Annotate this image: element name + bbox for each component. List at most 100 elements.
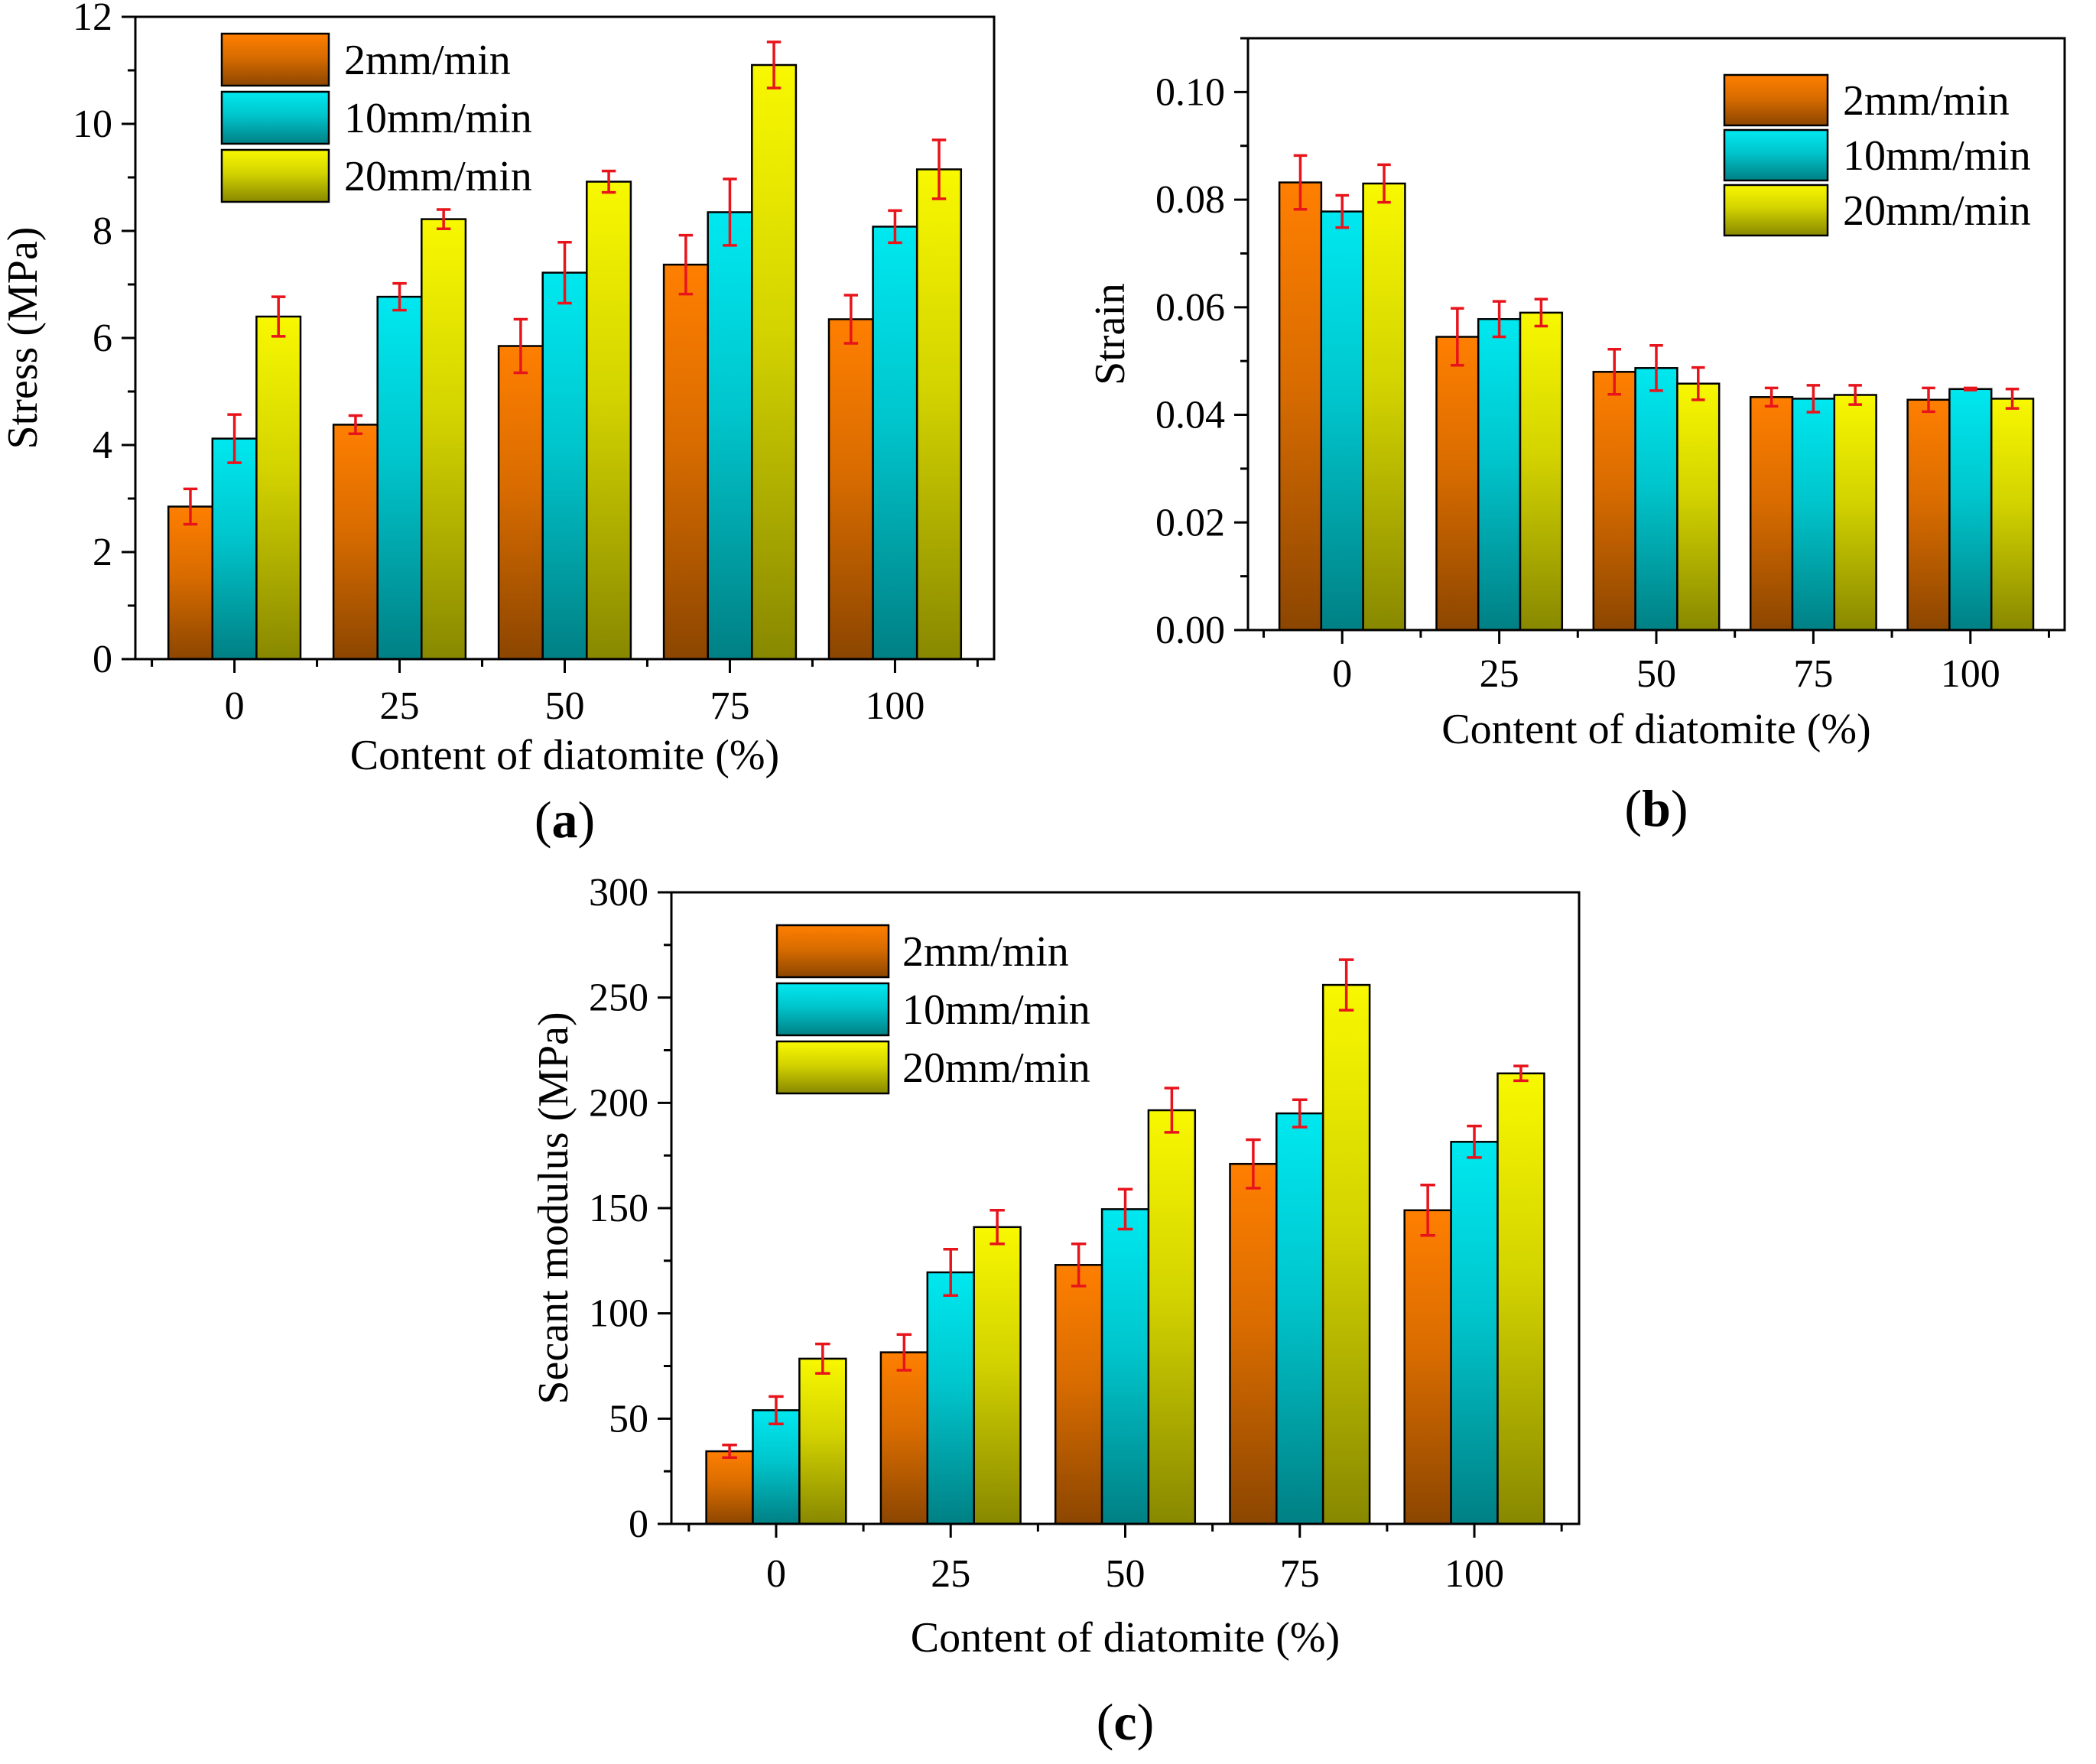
error-bar-c-s2-c0: [815, 1342, 830, 1375]
legend-swatch-b-2: [1723, 184, 1829, 237]
bar-c-s1-c0: [752, 1409, 801, 1525]
y-axis-title-a: Stress (MPa): [0, 227, 47, 450]
error-bar-c-s1-c2: [1117, 1187, 1133, 1231]
bar-a-s0-c0: [167, 505, 214, 661]
error-bar-b-s0-c4: [1922, 386, 1935, 414]
error-bar-c-s1-c1: [943, 1247, 958, 1298]
error-bar-b-s0-c2: [1607, 347, 1621, 396]
error-bar-c-s0-c1: [896, 1333, 912, 1372]
y-tick-label-b-1: 0.02: [1155, 501, 1225, 544]
error-bar-a-s0-c1: [348, 414, 363, 436]
legend-swatch-c-1: [775, 982, 890, 1037]
panel-label-b: (b): [1624, 779, 1688, 837]
legend-swatch-a-1: [220, 90, 330, 145]
y-axis-title-c: Secant modulus (MPa): [530, 1012, 577, 1404]
legend-label-b-1: 10mm/min: [1843, 132, 2031, 180]
bar-a-s2-c1: [421, 218, 467, 661]
legend-label-b-0: 2mm/min: [1843, 77, 2010, 125]
error-bar-b-s1-c3: [1806, 384, 1821, 414]
error-bar-b-s2-c1: [1534, 297, 1548, 328]
y-tick-label-c-2: 100: [589, 1292, 648, 1336]
legend-label-b-2: 20mm/min: [1843, 187, 2031, 235]
legend-label-c-2: 20mm/min: [902, 1044, 1090, 1092]
error-bar-c-s1-c4: [1467, 1124, 1482, 1159]
x-tick-label-b-1: 25: [1480, 652, 1519, 696]
legend-swatch-b-0: [1723, 73, 1829, 127]
error-bar-b-s0-c1: [1451, 307, 1464, 367]
x-tick-label-b-3: 75: [1793, 652, 1833, 696]
bar-b-s1-c4: [1948, 388, 1993, 632]
x-tick-label-c-0: 0: [766, 1552, 786, 1596]
error-bar-b-s0-c3: [1764, 386, 1779, 408]
legend-label-a-0: 2mm/min: [344, 37, 511, 84]
x-tick-label-b-4: 100: [1941, 652, 2000, 696]
y-tick-label-c-4: 200: [589, 1081, 648, 1125]
panel-label-c: (c): [1097, 1693, 1155, 1751]
error-bar-a-s1-c1: [392, 281, 407, 312]
error-bar-c-s0-c0: [722, 1444, 737, 1460]
y-tick-label-b-2: 0.04: [1155, 394, 1225, 437]
y-tick-label-b-0: 0.00: [1155, 609, 1225, 652]
error-bar-c-s0-c3: [1246, 1138, 1261, 1190]
error-bar-b-s2-c2: [1691, 365, 1705, 401]
bar-b-s1-c3: [1791, 398, 1836, 632]
bar-b-s0-c2: [1592, 371, 1636, 632]
bar-c-s1-c2: [1100, 1208, 1150, 1525]
y-tick-label-a-1: 2: [93, 531, 112, 574]
x-tick-label-c-1: 25: [931, 1552, 970, 1596]
x-tick-label-a-4: 100: [865, 684, 925, 728]
x-axis-title-a: Content of diatomite (%): [350, 732, 779, 779]
bar-c-s1-c4: [1450, 1141, 1499, 1525]
bar-b-s2-c4: [1990, 398, 2035, 632]
bar-a-s1-c2: [541, 271, 588, 661]
error-bar-b-s1-c2: [1649, 344, 1663, 392]
y-tick-label-a-2: 4: [93, 424, 112, 467]
y-tick-label-c-0: 0: [629, 1502, 648, 1546]
error-bar-a-s1-c0: [227, 413, 242, 464]
error-bar-a-s1-c3: [723, 177, 737, 247]
bar-b-s2-c1: [1519, 311, 1564, 632]
bar-a-s0-c4: [827, 318, 874, 661]
legend-label-a-1: 10mm/min: [344, 95, 532, 142]
y-tick-label-b-5: 0.10: [1155, 70, 1225, 114]
chart-panel-c: 0 50 100 150 200 250 300 0 25 50 75 100 Content of d…: [530, 871, 1581, 1751]
x-tick-label-c-2: 50: [1106, 1552, 1145, 1596]
legend-label-c-1: 10mm/min: [902, 986, 1090, 1034]
error-bar-c-s0-c2: [1071, 1243, 1087, 1288]
x-axis-title-c: Content of diatomite (%): [911, 1614, 1340, 1662]
bar-b-s1-c1: [1477, 318, 1522, 632]
x-tick-label-c-4: 100: [1444, 1552, 1504, 1596]
y-tick-label-a-3: 6: [93, 317, 112, 360]
error-bar-c-s2-c4: [1513, 1064, 1529, 1083]
bar-a-s2-c2: [586, 180, 632, 661]
bar-a-s0-c1: [332, 424, 379, 661]
legend-swatch-a-0: [220, 32, 330, 87]
y-tick-label-c-3: 150: [589, 1187, 648, 1230]
error-bar-c-s1-c0: [769, 1395, 784, 1425]
legend-swatch-b-1: [1723, 128, 1829, 182]
bar-b-s2-c2: [1676, 382, 1721, 632]
bar-b-s0-c1: [1435, 336, 1480, 632]
bar-c-s2-c0: [798, 1357, 847, 1525]
y-tick-label-b-4: 0.08: [1155, 178, 1225, 222]
error-bar-a-s0-c4: [843, 294, 859, 345]
legend-swatch-c-0: [775, 924, 890, 979]
bar-a-s1-c3: [707, 211, 753, 661]
bar-b-s2-c0: [1362, 182, 1406, 632]
bar-a-s1-c4: [872, 226, 918, 661]
error-bar-a-s2-c1: [436, 208, 451, 230]
error-bar-a-s2-c4: [931, 138, 947, 200]
legend-swatch-c-2: [775, 1040, 890, 1095]
error-bar-a-s0-c3: [678, 233, 694, 296]
y-tick-label-b-3: 0.06: [1155, 286, 1225, 330]
y-tick-label-c-5: 250: [589, 976, 648, 1020]
panel-label-a: (a): [535, 791, 595, 849]
error-bar-b-s2-c0: [1377, 163, 1391, 204]
bar-c-s1-c1: [926, 1271, 975, 1525]
error-bar-a-s2-c2: [601, 169, 616, 194]
bar-c-s0-c0: [705, 1450, 754, 1525]
bar-a-s1-c1: [376, 295, 423, 661]
error-bar-a-s1-c4: [888, 209, 902, 245]
error-bar-b-s2-c3: [1848, 384, 1862, 406]
